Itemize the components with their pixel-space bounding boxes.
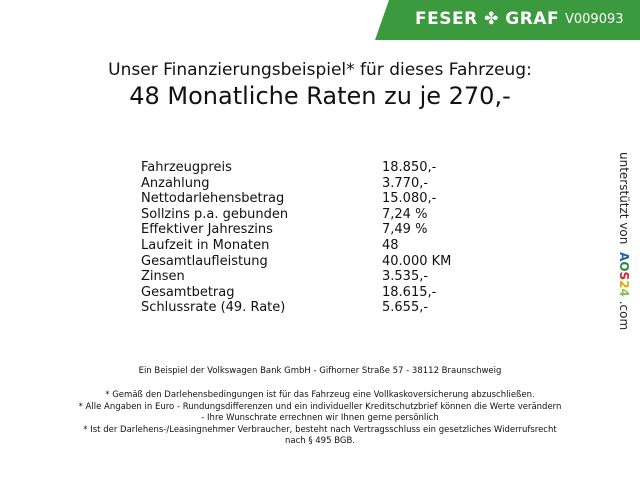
row-label: Gesamtbetrag (141, 284, 235, 300)
bank-info: Ein Beispiel der Volkswagen Bank GmbH - … (138, 366, 502, 376)
table-row: Laufzeit in Monaten 48 (141, 238, 451, 254)
row-value: 15.080,- (382, 191, 437, 207)
row-value: 7,49 % (382, 222, 428, 238)
table-row: Sollzins p.a. gebunden 7,24 % (141, 207, 451, 223)
footnote: - Ihre Wunschrate errechnen wir Ihnen ge… (201, 413, 439, 423)
supported-by-text: unterstützt von (617, 152, 631, 245)
table-row: Anzahlung 3.770,- (141, 176, 451, 192)
row-value: 18.850,- (382, 160, 437, 175)
row-value: 7,24 % (382, 206, 428, 222)
aos24-logo: AOS24 (617, 252, 631, 297)
footnote: nach § 495 BGB. (284, 436, 356, 446)
table-row: Zinsen 3.535,- (141, 269, 451, 285)
row-label: Effektiver Jahreszins (141, 222, 273, 238)
footnotes: * Gemäß den Darlehensbedingungen ist für… (0, 390, 640, 448)
row-label: Schlussrate (49. Rate) (141, 300, 286, 316)
table-row: Gesamtlaufleistung 40.000 KM (141, 254, 451, 270)
footnote: * Alle Angaben in Euro - Rundungsdiffere… (78, 401, 562, 412)
footnote: * Ist der Darlehens-/Leasingnehmer Verbr… (83, 424, 557, 435)
row-label: Fahrzeugpreis (141, 160, 232, 175)
brand-logo: FESER ✤ GRAF (415, 9, 560, 29)
supported-by-suffix: .com (617, 300, 631, 331)
row-value: 3.770,- (382, 175, 429, 191)
row-label: Laufzeit in Monaten (141, 237, 270, 253)
row-value: 3.535,- (382, 269, 429, 285)
row-value: 40.000 KM (382, 253, 452, 269)
row-label: Nettodarlehensbetrag (141, 191, 285, 207)
page-title: Unser Finanzierungsbeispiel* für dieses … (108, 60, 532, 80)
footnote: * Gemäß den Darlehensbedingungen ist für… (105, 390, 535, 400)
header-banner: FESER ✤ GRAF V009093 (375, 0, 640, 40)
table-row: Schlussrate (49. Rate) 5.655,- (141, 300, 451, 316)
row-label: Anzahlung (141, 175, 210, 191)
vehicle-id: V009093 (565, 12, 624, 27)
row-label: Gesamtlaufleistung (141, 253, 268, 269)
table-row: Nettodarlehensbetrag 15.080,- (141, 191, 451, 207)
table-row: Fahrzeugpreis 18.850,- (141, 160, 451, 176)
row-label: Sollzins p.a. gebunden (141, 206, 289, 222)
finance-table: Fahrzeugpreis 18.850,- Anzahlung 3.770,- N… (141, 160, 451, 316)
supported-by: unterstützt von AOS24 .com (617, 152, 631, 330)
monthly-rate-headline: 48 Monatliche Raten zu je 270,- (129, 82, 511, 110)
row-value: 18.615,- (382, 284, 437, 300)
table-row: Gesamtbetrag 18.615,- (141, 285, 451, 301)
row-value: 48 (382, 237, 399, 253)
row-label: Zinsen (141, 269, 185, 285)
table-row: Effektiver Jahreszins 7,49 % (141, 222, 451, 238)
row-value: 5.655,- (382, 300, 429, 316)
